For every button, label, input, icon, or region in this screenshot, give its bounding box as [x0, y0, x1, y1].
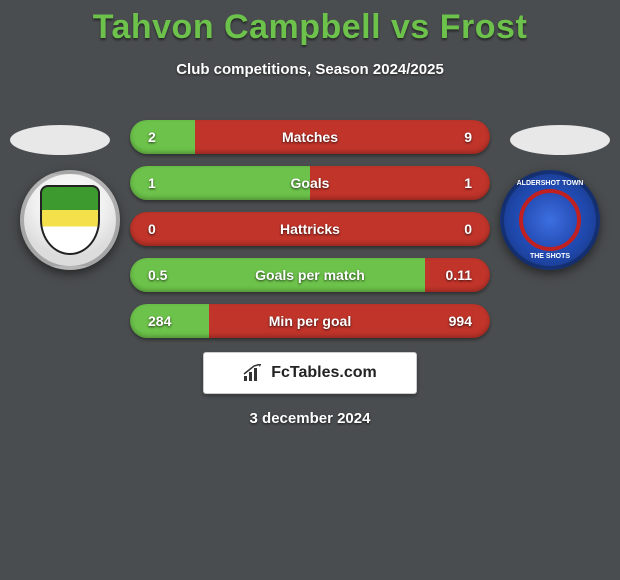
brand-text: FcTables.com — [271, 364, 377, 382]
stat-right-value: 994 — [449, 313, 472, 329]
right-badge-text-bottom: THE SHOTS — [504, 253, 596, 260]
right-ellipse-shadow — [510, 125, 610, 155]
stat-label: Hattricks — [130, 221, 490, 237]
right-club-badge: ALDERSHOT TOWN THE SHOTS — [500, 170, 600, 270]
stat-left-value: 284 — [148, 313, 171, 329]
subtitle: Club competitions, Season 2024/2025 — [0, 61, 620, 78]
right-badge-text-top: ALDERSHOT TOWN — [504, 180, 596, 187]
stat-right-value: 0.11 — [446, 267, 472, 283]
right-club-crest — [519, 189, 581, 251]
stat-label: Goals — [130, 175, 490, 191]
stat-label: Min per goal — [130, 313, 490, 329]
stat-row: 1Goals1 — [130, 166, 490, 200]
stats-container: 2Matches9 1Goals1 0Hattricks0 0.5Goals per … — [130, 120, 490, 350]
stat-row: 0.5Goals per match0.11 — [130, 258, 490, 292]
stat-row: 284Min per goal994 — [130, 304, 490, 338]
page-title: Tahvon Campbell vs Frost — [0, 0, 620, 47]
stat-right-value: 9 — [464, 129, 472, 145]
stat-row: 2Matches9 — [130, 120, 490, 154]
stat-left-value: 2 — [148, 129, 156, 145]
brand-box: FcTables.com — [203, 352, 417, 394]
stat-left-value: 1 — [148, 175, 156, 191]
left-club-crest — [40, 185, 100, 255]
stat-left-value: 0.5 — [148, 267, 167, 283]
chart-icon — [243, 364, 265, 382]
stat-right-value: 0 — [464, 221, 472, 237]
left-club-badge — [20, 170, 120, 270]
left-ellipse-shadow — [10, 125, 110, 155]
stat-row: 0Hattricks0 — [130, 212, 490, 246]
stat-label: Matches — [130, 129, 490, 145]
stat-left-value: 0 — [148, 221, 156, 237]
date: 3 december 2024 — [0, 410, 620, 427]
stat-right-value: 1 — [464, 175, 472, 191]
stat-label: Goals per match — [130, 267, 490, 283]
